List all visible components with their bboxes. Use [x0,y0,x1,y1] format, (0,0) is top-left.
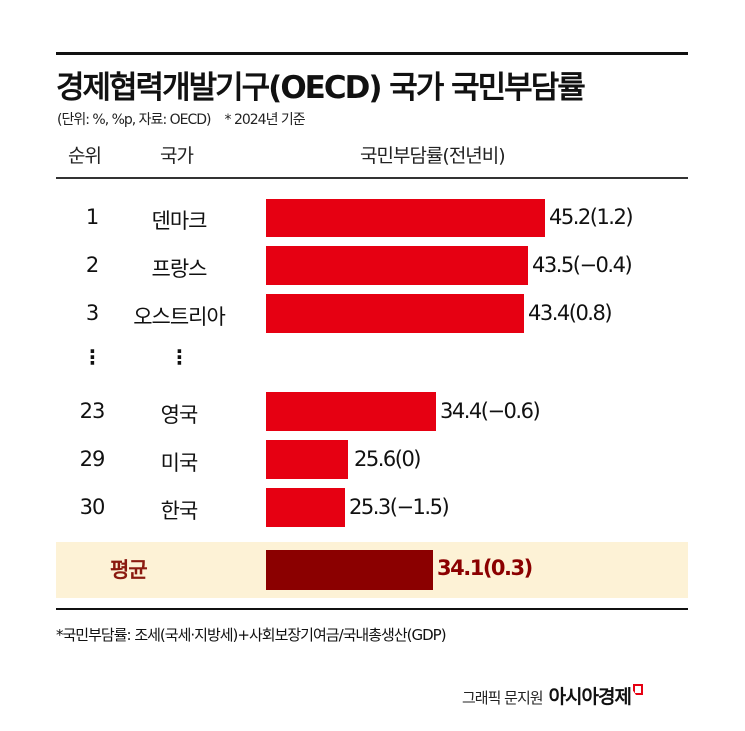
bar-average [266,550,433,590]
value-label: 45.2(1.2) [549,205,634,229]
value-label: 43.4(0.8) [528,301,613,325]
value-label: 34.4(−0.6) [440,399,541,423]
row-rank: 1 [85,205,99,229]
value-label: 25.6(0) [354,447,422,471]
value-label: 43.5(−0.4) [532,253,633,277]
row-country: 프랑스 [151,257,208,281]
row-rank: 23 [79,399,106,423]
average-label: 평균 [110,558,148,582]
row-rank: 29 [79,447,106,471]
column-header-value: 국민부담률(전년비) [360,145,506,167]
row-rank: 30 [79,495,106,519]
credit-line: 그래픽 문지원 아시아경제 [462,682,643,709]
row-rank: 3 [85,301,99,325]
definition-footnote: *국민부담률: 조세(국세·지방세)+사회보장기여금/국내총생산(GDP) [56,626,447,644]
column-header-country: 국가 [160,145,194,167]
bar-denmark [266,199,545,237]
ellipsis-rank: ⋮ [82,345,103,369]
brand-name: 아시아경제 [548,686,632,708]
base-year-note: * 2024년 기준 [224,112,306,128]
column-header-rank: 순위 [68,145,102,167]
top-rule [56,52,688,55]
value-label: 25.3(−1.5) [349,495,450,519]
graphic-author: 그래픽 문지원 [462,689,544,707]
row-country: 오스트리아 [133,305,226,329]
chart-subtitle: (단위: %, %p, 자료: OECD) * 2024년 기준 [57,109,306,129]
row-country: 미국 [160,451,199,475]
bar-korea [266,488,345,527]
average-value-label: 34.1(0.3) [437,556,533,580]
bar-usa [266,440,348,479]
row-country: 덴마크 [151,209,208,233]
bar-uk [266,392,436,431]
row-country: 한국 [160,499,199,523]
header-rule [56,177,688,179]
ellipsis-country: ⋮ [169,345,190,369]
row-country: 영국 [160,403,199,427]
bottom-rule [56,608,688,610]
unit-source-note: (단위: %, %p, 자료: OECD) [57,112,211,128]
row-rank: 2 [85,253,99,277]
brand-logo-icon [632,684,643,695]
bar-france [266,246,528,285]
chart-title: 경제협력개발기구(OECD) 국가 국민부담률 [56,70,586,106]
bar-austria [266,294,524,333]
